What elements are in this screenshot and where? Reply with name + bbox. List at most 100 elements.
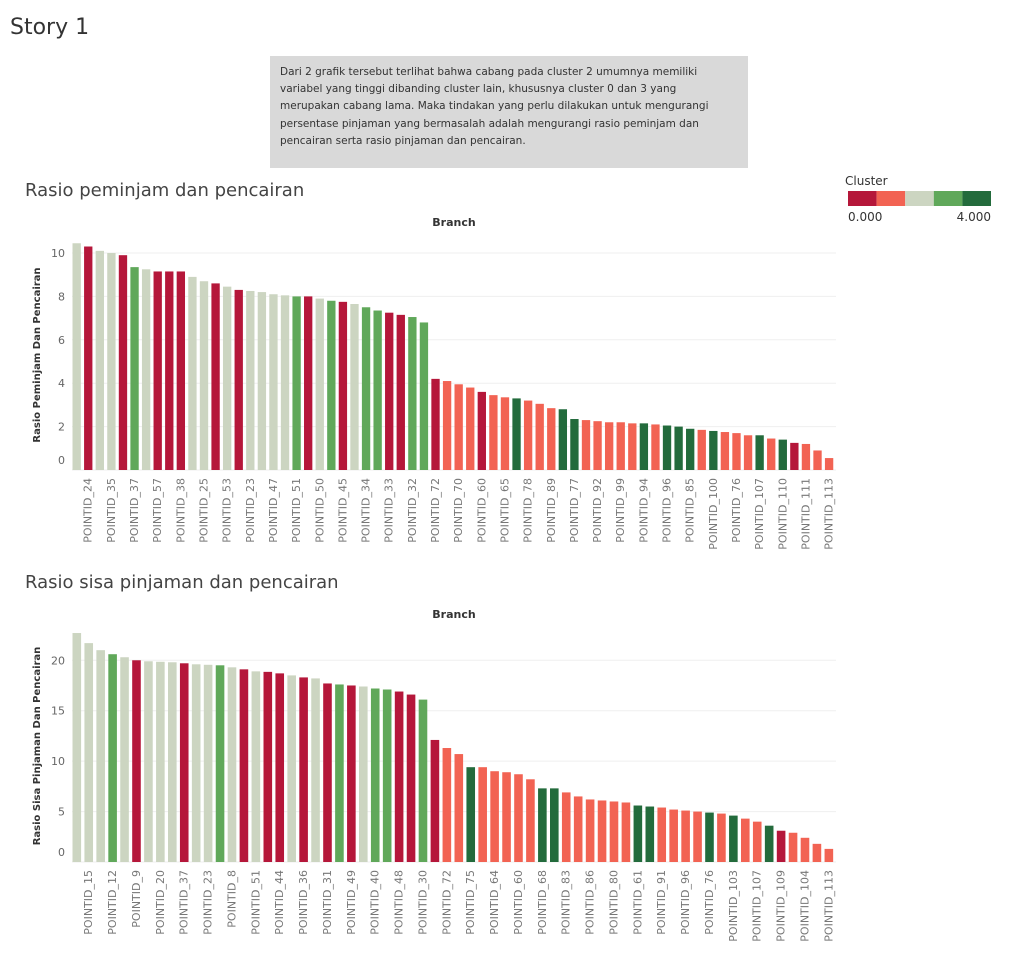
- x-tick-label: POINTID_113: [822, 870, 835, 942]
- x-tick-label: POINTID_80: [607, 870, 620, 935]
- bar: [251, 671, 261, 862]
- x-tick-label: POINTID_44: [273, 870, 286, 935]
- bar: [454, 384, 463, 470]
- bar: [547, 408, 556, 470]
- bar: [359, 686, 368, 862]
- x-tick-label: POINTID_45: [336, 478, 349, 543]
- bar: [165, 271, 174, 470]
- x-tick-label: POINTID_109: [775, 870, 788, 942]
- bar: [639, 423, 649, 470]
- bar: [657, 807, 667, 862]
- x-tick-label: POINTID_107: [753, 478, 766, 550]
- x-tick-label: POINTID_40: [369, 870, 382, 935]
- bar: [570, 419, 579, 470]
- bar: [526, 779, 535, 862]
- x-tick-label: POINTID_104: [798, 870, 811, 942]
- x-tick-label: POINTID_48: [393, 870, 406, 935]
- bar: [776, 830, 786, 862]
- x-tick-label: POINTID_20: [154, 870, 167, 935]
- bar: [269, 294, 278, 470]
- bar: [120, 657, 129, 862]
- bar: [674, 426, 683, 470]
- x-tick-label: POINTID_86: [584, 870, 597, 935]
- bar: [361, 307, 371, 470]
- x-tick-label: POINTID_24: [82, 478, 95, 543]
- bar: [801, 443, 811, 470]
- bar: [514, 774, 523, 862]
- bar: [743, 435, 753, 470]
- bar: [720, 432, 730, 470]
- bar: [573, 796, 583, 862]
- x-tick-label: POINTID_51: [249, 870, 262, 935]
- bar: [502, 772, 511, 862]
- bar: [191, 664, 201, 862]
- bar: [550, 788, 559, 862]
- y-tick-label: 10: [51, 247, 65, 260]
- bar: [227, 667, 237, 862]
- x-tick-label: POINTID_91: [655, 870, 668, 935]
- y-tick-label: 5: [58, 806, 65, 819]
- bar: [788, 832, 798, 862]
- bar: [141, 269, 151, 470]
- y-tick-label: 4: [58, 377, 65, 390]
- bar: [84, 643, 94, 862]
- bar: [593, 421, 602, 470]
- bar: [418, 699, 428, 862]
- x-tick-label: POINTID_110: [776, 478, 789, 550]
- x-tick-label: POINTID_70: [452, 478, 465, 543]
- bar: [153, 271, 162, 470]
- bar: [705, 812, 714, 862]
- bar: [581, 420, 591, 470]
- bar: [144, 661, 153, 862]
- x-tick-label: POINTID_36: [297, 870, 310, 935]
- bar: [477, 391, 486, 470]
- bar: [275, 673, 285, 862]
- bar: [211, 283, 220, 470]
- bar: [327, 300, 336, 470]
- bar: [430, 739, 440, 862]
- x-tick-label: POINTID_31: [321, 870, 334, 935]
- bar: [72, 243, 81, 470]
- bar: [132, 660, 141, 862]
- bar: [824, 848, 834, 862]
- x-tick-label: POINTID_77: [568, 478, 581, 543]
- bar: [311, 678, 320, 862]
- bar: [764, 825, 774, 862]
- story-title: Story 1: [10, 15, 89, 40]
- x-tick-label: POINTID_60: [475, 478, 488, 543]
- bar: [442, 748, 452, 862]
- bar: [188, 276, 197, 470]
- bar: [215, 665, 225, 862]
- bar: [813, 450, 822, 470]
- chart-title: Rasio sisa pinjaman dan pencairan: [25, 572, 339, 593]
- bar: [523, 400, 533, 470]
- bar: [800, 837, 810, 862]
- y-axis-title: Rasio Sisa Pinjaman Dan Pencairan: [32, 647, 43, 846]
- bar: [431, 378, 440, 470]
- bar: [373, 310, 382, 470]
- legend-swatch: [848, 191, 877, 206]
- bar: [621, 802, 631, 862]
- x-tick-label: POINTID_15: [82, 870, 95, 935]
- x-tick-label: POINTID_47: [267, 478, 280, 543]
- chart-title: Rasio peminjam dan pencairan: [25, 180, 304, 201]
- bar: [693, 811, 702, 862]
- bar: [287, 675, 296, 862]
- bar: [585, 799, 595, 862]
- x-axis-title: Branch: [432, 216, 475, 229]
- y-tick-label: 8: [58, 290, 65, 303]
- bar: [263, 671, 273, 862]
- x-tick-label: POINTID_68: [536, 870, 549, 935]
- bar: [558, 409, 568, 470]
- bar: [323, 683, 332, 862]
- x-tick-label: POINTID_30: [416, 870, 429, 935]
- x-tick-label: POINTID_92: [591, 478, 604, 543]
- bar: [500, 397, 510, 470]
- y-tick-label: 20: [51, 654, 65, 667]
- bar: [95, 250, 104, 470]
- bar: [203, 664, 213, 862]
- legend-swatch: [933, 191, 963, 206]
- x-tick-label: POINTID_64: [488, 870, 501, 935]
- bar: [338, 301, 348, 470]
